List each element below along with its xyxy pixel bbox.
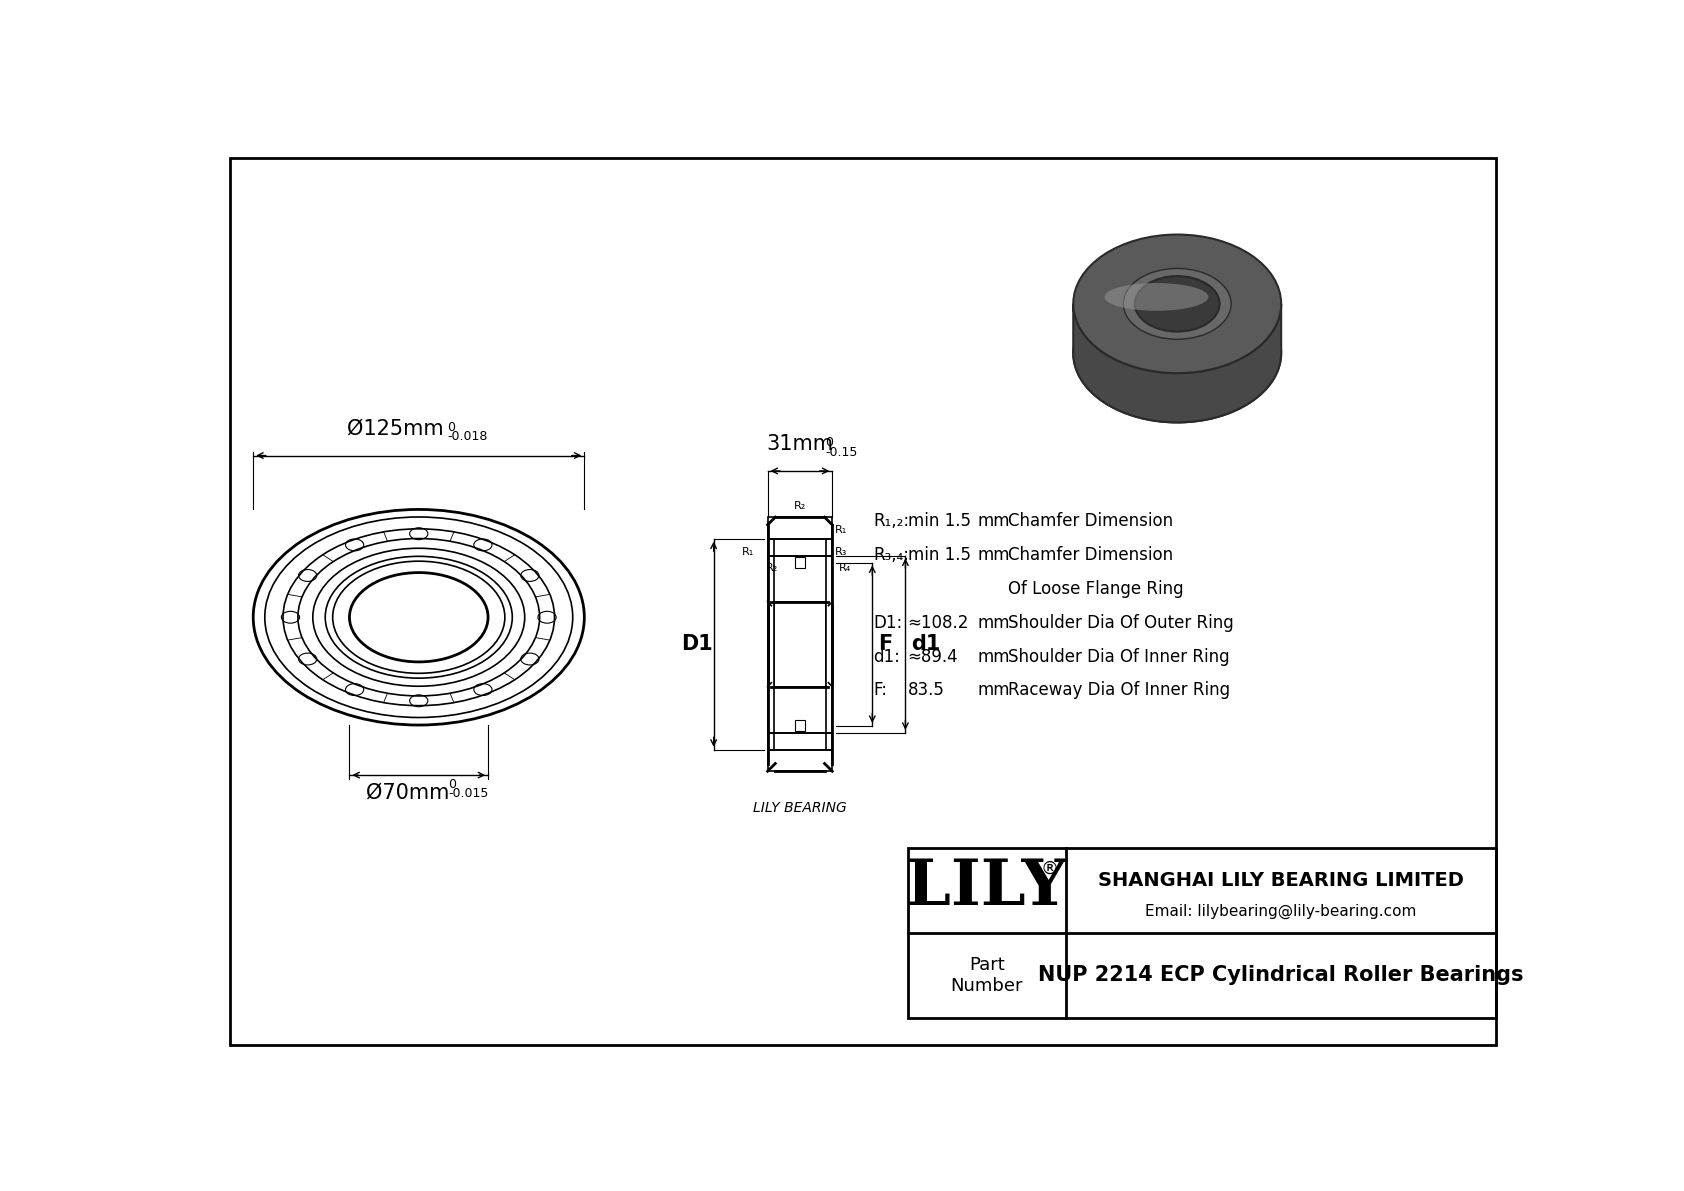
Ellipse shape [1135, 276, 1219, 331]
Text: D1:: D1: [872, 613, 903, 631]
Bar [827, 538, 832, 749]
Text: ®: ® [1041, 860, 1059, 878]
Text: F:: F: [872, 681, 887, 699]
Text: LILY: LILY [906, 856, 1068, 918]
Text: 0: 0 [825, 436, 834, 449]
Bar [768, 538, 773, 749]
Text: Ø125mm: Ø125mm [347, 418, 445, 438]
Text: R₃,₄:: R₃,₄: [872, 545, 909, 563]
Text: 31mm: 31mm [766, 434, 834, 454]
Bar [768, 517, 832, 538]
Text: D1: D1 [680, 634, 712, 654]
Ellipse shape [1123, 268, 1231, 339]
Text: d1: d1 [911, 634, 941, 654]
Text: -0.015: -0.015 [448, 787, 488, 800]
Bar [827, 556, 832, 732]
Text: Part
Number: Part Number [950, 956, 1022, 994]
Bar [795, 557, 805, 568]
Text: Ø70mm: Ø70mm [365, 782, 450, 803]
Text: Chamfer Dimension: Chamfer Dimension [1007, 545, 1174, 563]
Text: R₂: R₂ [766, 563, 778, 573]
Text: 83.5: 83.5 [908, 681, 945, 699]
Bar [768, 749, 832, 772]
Text: R₁: R₁ [741, 547, 754, 556]
Bar [768, 556, 832, 601]
Ellipse shape [1073, 283, 1282, 423]
Text: 0: 0 [448, 420, 455, 434]
Ellipse shape [1105, 283, 1209, 311]
Text: Shoulder Dia Of Inner Ring: Shoulder Dia Of Inner Ring [1007, 648, 1229, 666]
Text: R₃: R₃ [835, 547, 847, 556]
Bar [768, 749, 832, 772]
Text: R₄: R₄ [839, 563, 850, 573]
Text: Shoulder Dia Of Outer Ring: Shoulder Dia Of Outer Ring [1007, 613, 1234, 631]
Bar [827, 538, 832, 749]
Bar [768, 517, 832, 538]
Bar [768, 538, 773, 749]
Text: Email: lilybearing@lily-bearing.com: Email: lilybearing@lily-bearing.com [1145, 903, 1416, 918]
Bar [908, 848, 1495, 1017]
Text: 0: 0 [448, 778, 456, 791]
Bar [768, 556, 832, 601]
Text: -0.018: -0.018 [448, 430, 488, 443]
Text: mm: mm [977, 512, 1009, 530]
Bar [768, 556, 773, 732]
Text: LILY BEARING: LILY BEARING [753, 800, 847, 815]
Bar [795, 721, 805, 731]
Text: R₁,₂:: R₁,₂: [872, 512, 909, 530]
Text: NUP 2214 ECP Cylindrical Roller Bearings: NUP 2214 ECP Cylindrical Roller Bearings [1037, 965, 1524, 985]
Bar [768, 686, 832, 732]
Text: -0.15: -0.15 [825, 445, 857, 459]
Text: ≈108.2: ≈108.2 [908, 613, 968, 631]
Text: SHANGHAI LILY BEARING LIMITED: SHANGHAI LILY BEARING LIMITED [1098, 871, 1463, 890]
Text: mm: mm [977, 681, 1009, 699]
Text: F: F [879, 634, 893, 654]
Ellipse shape [1073, 235, 1282, 373]
Text: Chamfer Dimension: Chamfer Dimension [1007, 512, 1174, 530]
Text: Raceway Dia Of Inner Ring: Raceway Dia Of Inner Ring [1007, 681, 1229, 699]
Text: mm: mm [977, 613, 1009, 631]
Bar [768, 686, 832, 732]
Text: Of Loose Flange Ring: Of Loose Flange Ring [1007, 580, 1184, 598]
Text: mm: mm [977, 545, 1009, 563]
Text: d1:: d1: [872, 648, 899, 666]
Bar [768, 556, 773, 732]
Text: R₁: R₁ [835, 525, 847, 535]
Text: min 1.5: min 1.5 [908, 512, 970, 530]
Text: mm: mm [977, 648, 1009, 666]
Polygon shape [1073, 304, 1282, 423]
Text: R₂: R₂ [793, 501, 807, 511]
Bar [827, 556, 832, 732]
Text: ≈89.4: ≈89.4 [908, 648, 958, 666]
Text: min 1.5: min 1.5 [908, 545, 970, 563]
